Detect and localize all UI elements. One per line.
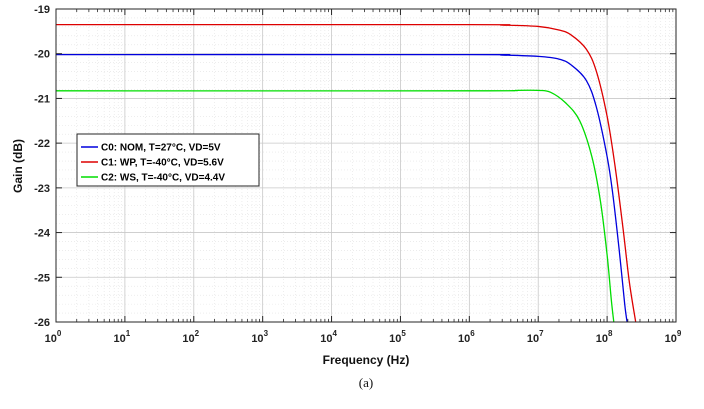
y-tick-label: -19 xyxy=(34,4,50,16)
x-tick-label: 103 xyxy=(251,329,268,345)
figure-caption: (a) xyxy=(359,375,373,390)
y-tick-label: -23 xyxy=(34,183,50,195)
plot-frame xyxy=(55,8,677,323)
x-tick-label: 102 xyxy=(182,329,199,345)
legend-box xyxy=(76,133,260,187)
series-line-c0 xyxy=(56,53,628,322)
legend: C0: NOM, T=27°C, VD=5V C1: WP, T=-40°C, V… xyxy=(76,133,260,187)
x-tick-label: 105 xyxy=(389,329,406,345)
legend-entry-label: C2: WS, T=-40°C, VD=4.4V xyxy=(101,173,225,184)
series-line-c2 xyxy=(56,89,615,322)
x-tick-label: 108 xyxy=(596,329,613,345)
series-line-c1 xyxy=(56,23,637,322)
x-tick-label: 101 xyxy=(114,329,131,345)
y-tick-label: -22 xyxy=(34,138,50,150)
y-tick-label: -26 xyxy=(34,317,50,329)
legend-entry-label: C1: WP, T=-40°C, VD=5.6V xyxy=(101,158,224,169)
y-tick-label: -20 xyxy=(34,49,50,61)
y-tick-label: -25 xyxy=(34,272,50,284)
x-tick-label: 100 xyxy=(45,329,62,345)
x-axis-title: Frequency (Hz) xyxy=(323,353,410,367)
x-tick-label: 104 xyxy=(320,329,337,345)
x-tick-label: 107 xyxy=(527,329,544,345)
y-tick-label: -21 xyxy=(34,93,50,105)
legend-entry-label: C0: NOM, T=27°C, VD=5V xyxy=(101,143,221,154)
y-tick-labels: -19 -20 -21 -22 -23 -24 -25 -26 xyxy=(34,4,51,329)
tick-marks xyxy=(55,8,677,323)
y-axis-title: Gain (dB) xyxy=(11,139,25,193)
x-tick-label: 109 xyxy=(665,329,682,345)
x-tick-label: 106 xyxy=(458,329,475,345)
series-lines xyxy=(56,23,637,322)
x-tick-labels: 100 101 102 103 104 105 106 107 108 109 xyxy=(45,329,682,345)
y-tick-label: -24 xyxy=(34,228,51,240)
